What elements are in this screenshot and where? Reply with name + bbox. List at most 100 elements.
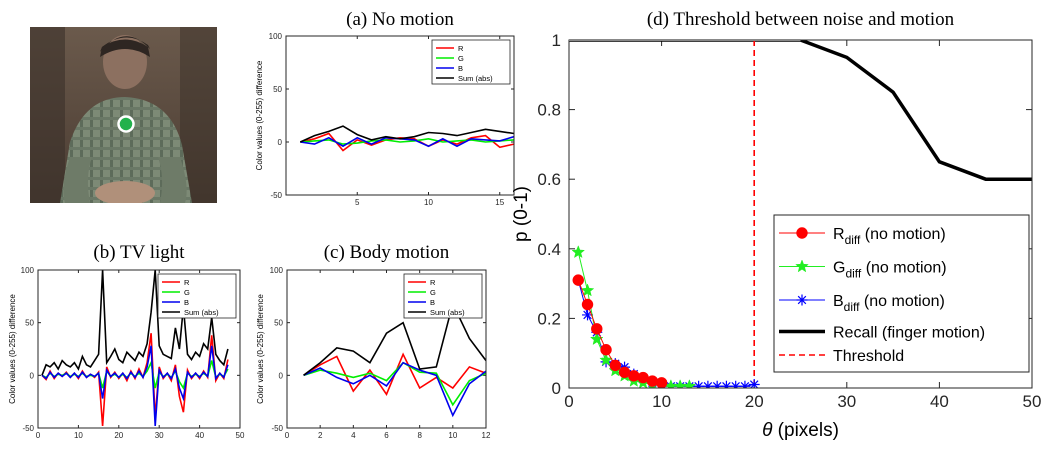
x-tick-label: 4 xyxy=(351,431,356,440)
y-tick-label: 0 xyxy=(279,371,284,380)
data-point-g xyxy=(589,332,604,346)
y-tick-label: -50 xyxy=(271,424,283,433)
series-line-sumabs xyxy=(299,125,514,143)
legend-label: Threshold xyxy=(833,348,904,365)
x-tick-label: 30 xyxy=(837,392,856,411)
legend-label: B xyxy=(430,298,435,307)
legend-label: R xyxy=(458,44,464,53)
y-tick-label: 0.2 xyxy=(537,309,561,328)
series-line-sumabs xyxy=(41,270,229,376)
legend-label: Sum (abs) xyxy=(458,74,493,83)
legend-label: Rdiff (no motion) xyxy=(833,226,946,247)
data-point-g xyxy=(580,283,595,297)
legend-label: Recall (finger motion) xyxy=(833,325,985,342)
data-point-r xyxy=(581,298,594,311)
legend: Rdiff (no motion) Gdiff (no motion) Bdiff … xyxy=(773,214,1030,373)
x-tick-label: 10 xyxy=(74,431,83,440)
series-line-b xyxy=(41,345,229,426)
y-tick-label: 50 xyxy=(25,319,34,328)
data-point-r xyxy=(572,274,584,286)
x-tick-label: 0 xyxy=(285,431,290,440)
chart-title: (b) TV light xyxy=(93,242,185,263)
plot-series xyxy=(569,40,1032,388)
y-tick-label: 0.4 xyxy=(537,240,561,259)
series-line-recall xyxy=(569,40,1032,181)
y-axis-label: Color values (0-255) difference xyxy=(255,60,264,170)
data-point-r xyxy=(655,377,668,388)
series-line-b xyxy=(300,135,514,148)
chart-title: (a) No motion xyxy=(346,9,454,30)
y-tick-label: -50 xyxy=(22,424,34,433)
data-point-r xyxy=(600,344,612,356)
y-tick-label: 0 xyxy=(278,138,283,147)
legend-label: B xyxy=(184,298,189,307)
legend-label: B xyxy=(458,64,463,73)
legend-label: Sum (abs) xyxy=(184,308,219,317)
data-point-b xyxy=(702,380,714,388)
legend-label: Sum (abs) xyxy=(430,308,465,317)
webcam-photo xyxy=(30,27,217,203)
y-axis-label: Color values (0-255) difference xyxy=(8,294,17,404)
x-axis-label: θ (pixels) xyxy=(762,420,839,441)
data-point-r xyxy=(609,359,621,372)
x-tick-label: 10 xyxy=(448,431,457,440)
plot-frame xyxy=(37,269,241,429)
legend-box xyxy=(773,214,1030,373)
chart-title: (d) Threshold between noise and motion xyxy=(647,9,955,30)
plot-series xyxy=(41,270,229,426)
chart-threshold: (d) Threshold between noise and motion 0 1… xyxy=(511,9,1041,441)
y-tick-label: 50 xyxy=(273,85,282,94)
x-tick-label: 0 xyxy=(564,392,573,411)
x-tick-label: 15 xyxy=(495,198,504,207)
x-tick-label: 50 xyxy=(236,431,245,440)
y-tick-label: 100 xyxy=(269,32,283,41)
data-point-g xyxy=(682,379,697,388)
x-tick-label: 40 xyxy=(930,392,949,411)
legend-marker xyxy=(796,227,808,239)
plot-series xyxy=(299,125,514,152)
data-point-b xyxy=(693,380,705,388)
data-point-b xyxy=(748,379,760,388)
y-tick-label: 100 xyxy=(21,266,35,275)
data-point-g xyxy=(571,245,586,259)
legend-label: G xyxy=(430,288,436,297)
y-tick-label: 0.8 xyxy=(537,101,561,120)
x-tick-label: 40 xyxy=(195,431,204,440)
data-point-b xyxy=(720,380,732,388)
x-tick-label: 30 xyxy=(155,431,164,440)
legend-marker xyxy=(795,259,809,273)
data-point-b xyxy=(711,380,723,388)
x-tick-label: 6 xyxy=(384,431,389,440)
legend-label: Gdiff (no motion) xyxy=(833,260,947,281)
data-point-b xyxy=(582,309,594,321)
y-axis-label: p (0-1) xyxy=(511,186,532,242)
y-axis-label: Color values (0-255) difference xyxy=(256,294,265,404)
x-tick-label: 12 xyxy=(482,431,491,440)
legend-label: Bdiff (no motion) xyxy=(833,293,945,314)
data-point-b xyxy=(739,380,751,388)
plot-frame xyxy=(285,35,515,196)
y-tick-label: 0 xyxy=(30,371,35,380)
legend-label: R xyxy=(430,278,436,287)
series-line-g xyxy=(303,361,486,407)
chart-no-motion: (a) No motion 5 10 15 -50 0 50 100 Color values … xyxy=(255,9,515,207)
chart-title: (c) Body motion xyxy=(324,242,450,263)
x-tick-label: 20 xyxy=(114,431,123,440)
data-point-r xyxy=(591,323,603,335)
plot-frame xyxy=(286,269,487,429)
x-tick-label: 10 xyxy=(652,392,671,411)
y-tick-label: 0.6 xyxy=(537,170,561,189)
x-tick-label: 8 xyxy=(417,431,422,440)
data-point-b xyxy=(730,380,742,388)
y-tick-label: 0 xyxy=(552,379,561,398)
webcam-photo-image xyxy=(30,27,217,203)
legend-label: G xyxy=(458,54,464,63)
x-tick-label: 5 xyxy=(355,198,360,207)
x-tick-label: 10 xyxy=(424,198,433,207)
